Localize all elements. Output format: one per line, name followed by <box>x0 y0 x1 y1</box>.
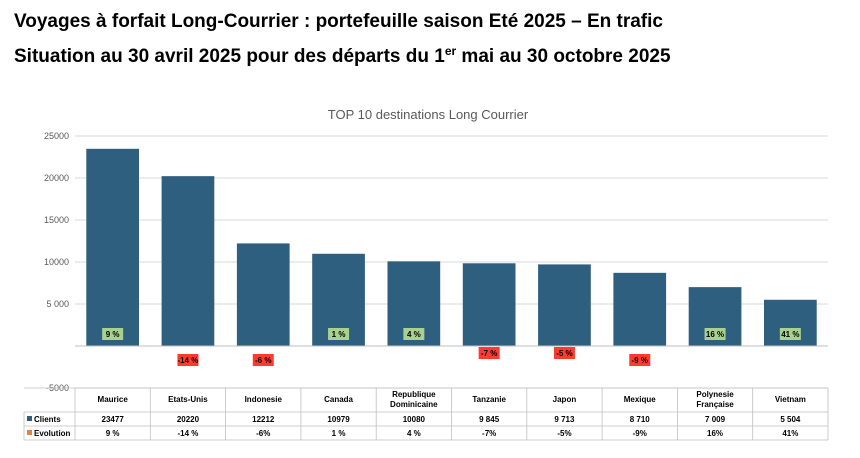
evolution-data-label-bg <box>177 354 199 366</box>
table-category-label: Indonesie <box>245 395 283 404</box>
evolution-data-label: -14 % <box>177 356 198 365</box>
table-evolution-value: 4 % <box>407 429 421 438</box>
table-clients-value: 9 713 <box>554 415 575 424</box>
table-clients-value: 10080 <box>403 415 426 424</box>
evolution-data-label: -9 % <box>632 356 648 365</box>
bar <box>462 263 516 346</box>
evolution-data-label-bg <box>779 328 801 340</box>
table-clients-value: 23477 <box>102 415 125 424</box>
bar <box>538 264 591 346</box>
table-evolution-value: 1 % <box>332 429 346 438</box>
bar <box>86 148 140 346</box>
table-clients-value: 12212 <box>252 415 275 424</box>
table-category-label: Française <box>696 400 734 409</box>
bar <box>613 272 667 346</box>
evolution-data-label: -5 % <box>556 349 572 358</box>
bar <box>161 176 215 346</box>
table-evolution-value: -14 % <box>177 429 198 438</box>
table-evolution-value: -7% <box>482 429 496 438</box>
table-category-label: Maurice <box>98 395 129 404</box>
table-category-label: Mexique <box>624 395 657 404</box>
evolution-data-label-bg <box>102 328 124 340</box>
table-clients-value: 7 009 <box>705 415 726 424</box>
table-category-label: Etats-Unis <box>168 395 208 404</box>
table-evolution-value: 41% <box>782 429 798 438</box>
table-evolution-value: -6% <box>256 429 270 438</box>
evolution-data-label-bg <box>478 347 500 359</box>
table-category-label: Dominicaine <box>390 400 438 409</box>
table-category-label: Canada <box>324 395 353 404</box>
chart-title: TOP 10 destinations Long Courrier <box>328 107 529 122</box>
table-clients-value: 5 504 <box>780 415 801 424</box>
evolution-data-label: 1 % <box>332 330 346 339</box>
page-title: Voyages à forfait Long-Courrier : portef… <box>14 11 663 32</box>
evolution-legend-key <box>27 430 32 435</box>
clients-legend-key <box>27 416 32 421</box>
table-clients-value: 9 845 <box>479 415 500 424</box>
y-tick-label: 15000 <box>44 215 69 225</box>
table-clients-value: 10979 <box>327 415 350 424</box>
evolution-data-label-bg <box>704 328 726 340</box>
clients-series-label: Clients <box>34 415 61 424</box>
y-tick-label: 10000 <box>44 257 69 267</box>
table-category-label: Republique <box>392 390 436 399</box>
table-evolution-value: 16% <box>707 429 723 438</box>
bar <box>236 243 290 346</box>
evolution-data-label: -6 % <box>255 356 271 365</box>
evolution-data-label: 9 % <box>106 330 120 339</box>
evolution-data-label-bg <box>553 347 575 359</box>
evolution-series-label: Evolution <box>34 429 71 438</box>
table-evolution-value: -5% <box>557 429 571 438</box>
table-evolution-value: 9 % <box>106 429 120 438</box>
table-clients-value: 8 710 <box>630 415 651 424</box>
table-clients-value: 20220 <box>177 415 200 424</box>
evolution-data-label-bg <box>328 328 350 340</box>
evolution-data-label: 4 % <box>407 330 421 339</box>
evolution-data-label: 41 % <box>781 330 799 339</box>
evolution-data-label-bg <box>403 328 425 340</box>
evolution-data-label-bg <box>252 354 274 366</box>
page-subtitle: Situation au 30 avril 2025 pour des dépa… <box>14 44 671 67</box>
evolution-data-label-bg <box>629 354 651 366</box>
y-tick-label: 5 000 <box>46 299 69 309</box>
y-tick-label: 20000 <box>44 173 69 183</box>
table-category-label: Tanzanie <box>472 395 506 404</box>
evolution-data-label: -7 % <box>481 349 497 358</box>
table-category-label: Japon <box>553 395 577 404</box>
evolution-data-label: 16 % <box>706 330 724 339</box>
table-evolution-value: -9% <box>633 429 647 438</box>
table-category-label: Vietnam <box>775 395 806 404</box>
table-category-label: Polynesie <box>696 390 734 399</box>
y-tick-label: 25000 <box>44 131 69 141</box>
